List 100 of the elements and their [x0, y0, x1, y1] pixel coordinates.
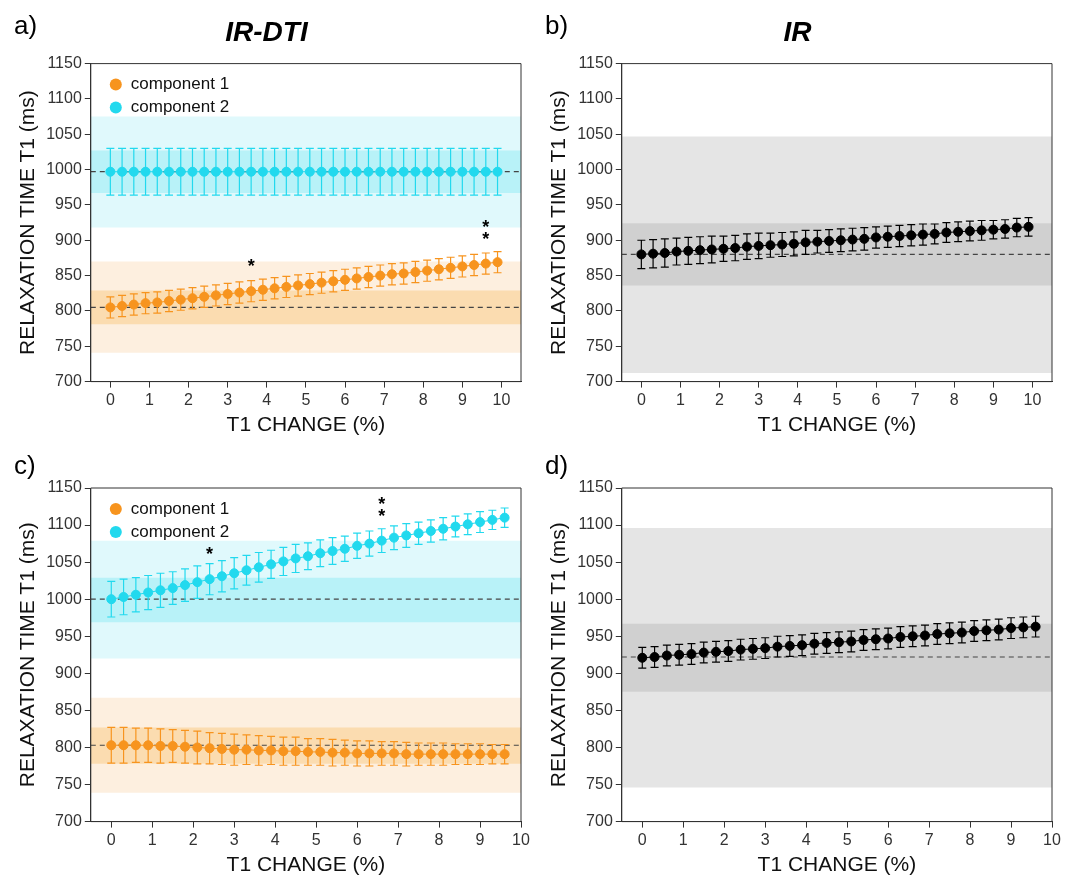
point — [234, 166, 245, 177]
y-tick-label: 900 — [55, 230, 82, 248]
point — [882, 231, 893, 242]
point — [788, 238, 799, 249]
point — [480, 258, 491, 269]
y-tick-label: 950 — [586, 195, 613, 213]
point — [800, 237, 811, 248]
point — [388, 748, 399, 759]
y-tick-label: 1100 — [47, 89, 82, 107]
y-axis-title: RELAXATION TIME T1 (ms) — [546, 522, 570, 788]
point — [401, 530, 412, 541]
point — [118, 591, 129, 602]
point — [686, 649, 697, 660]
point — [246, 166, 257, 177]
y-tick-label: 1100 — [578, 515, 613, 533]
point — [450, 521, 461, 532]
point — [457, 261, 468, 272]
y-tick-label: 750 — [586, 774, 613, 792]
point — [234, 287, 245, 298]
point — [846, 636, 857, 647]
point — [422, 265, 433, 276]
point — [204, 743, 215, 754]
point — [315, 746, 326, 757]
point — [765, 240, 776, 251]
x-tick-label: 3 — [754, 390, 764, 408]
point — [821, 637, 832, 648]
x-tick-label: 1 — [676, 390, 686, 408]
point — [192, 742, 203, 753]
point — [674, 649, 685, 660]
point — [648, 248, 659, 259]
y-tick-label: 1050 — [46, 124, 82, 142]
point — [988, 224, 999, 235]
point — [433, 264, 444, 275]
point — [130, 589, 141, 600]
y-tick-label: 850 — [586, 700, 613, 718]
point — [229, 744, 240, 755]
annotation: * — [206, 544, 214, 565]
point — [462, 519, 473, 530]
x-tick-label: 0 — [636, 390, 646, 408]
x-tick-label: 4 — [793, 390, 803, 408]
point — [187, 293, 198, 304]
y-tick-label: 700 — [586, 372, 613, 390]
point — [304, 279, 315, 290]
point — [457, 166, 468, 177]
point — [711, 646, 722, 657]
point — [143, 740, 154, 751]
legend-label: component 2 — [130, 521, 230, 541]
point — [229, 568, 240, 579]
point — [941, 227, 952, 238]
point — [753, 240, 764, 251]
point — [128, 166, 139, 177]
point — [661, 650, 672, 661]
point — [671, 246, 682, 257]
y-tick-label: 1150 — [47, 478, 82, 496]
point — [117, 166, 128, 177]
point — [167, 740, 178, 751]
x-axis-title: T1 CHANGE (%) — [757, 852, 917, 876]
point — [164, 166, 175, 177]
point — [266, 745, 277, 756]
annotation: * * — [378, 493, 386, 526]
point — [140, 298, 151, 309]
point — [1011, 222, 1022, 233]
point — [487, 514, 498, 525]
point — [469, 166, 480, 177]
y-tick-label: 800 — [55, 301, 82, 319]
x-tick-label: 9 — [475, 830, 485, 848]
point — [944, 628, 955, 639]
x-tick-label: 5 — [311, 830, 321, 848]
point — [241, 744, 252, 755]
point — [401, 749, 412, 760]
y-tick-label: 1000 — [577, 589, 613, 607]
y-tick-label: 750 — [55, 774, 82, 792]
y-tick-label: 1050 — [577, 552, 613, 570]
point — [487, 749, 498, 760]
point — [760, 643, 771, 654]
point — [398, 268, 409, 279]
point — [257, 284, 268, 295]
point — [316, 277, 327, 288]
point — [143, 587, 154, 598]
point — [363, 272, 374, 283]
point — [266, 559, 277, 570]
point — [438, 523, 449, 534]
point — [917, 229, 928, 240]
y-tick-label: 900 — [586, 230, 613, 248]
point — [450, 749, 461, 760]
y-tick-label: 1150 — [578, 478, 613, 496]
point — [445, 166, 456, 177]
point — [413, 749, 424, 760]
point — [164, 296, 175, 307]
point — [741, 241, 752, 252]
point — [649, 652, 660, 663]
annotation: * — [247, 256, 255, 277]
y-tick-label: 750 — [55, 336, 82, 354]
point — [375, 270, 386, 281]
y-tick-label: 850 — [55, 700, 82, 718]
point — [747, 643, 758, 654]
y-tick-label: 700 — [55, 812, 82, 830]
point — [772, 641, 783, 652]
x-tick-label: 7 — [379, 390, 389, 408]
point — [410, 166, 421, 177]
